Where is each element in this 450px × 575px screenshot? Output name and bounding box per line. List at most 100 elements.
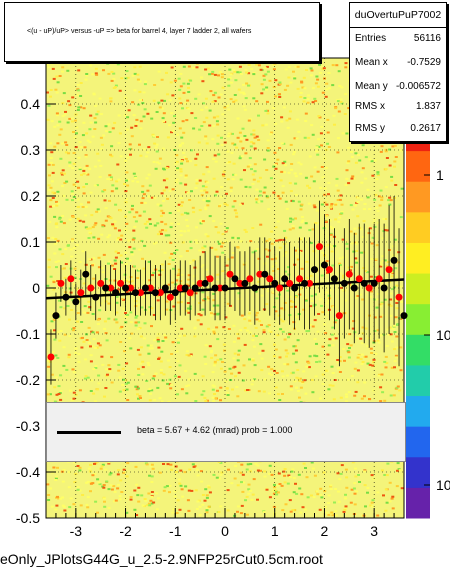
- black-data-point: [72, 298, 80, 306]
- black-data-point: [251, 284, 259, 292]
- black-data-point: [122, 284, 130, 292]
- color-palette: [406, 120, 430, 519]
- palette-band: [406, 334, 430, 366]
- black-data-point: [102, 284, 110, 292]
- black-data-point: [261, 270, 269, 278]
- black-data-point: [231, 275, 239, 283]
- red-data-point: [365, 284, 373, 292]
- stats-row: RMS y 0.2617: [355, 123, 441, 139]
- stats-value: 1.837: [415, 101, 441, 112]
- x-tick-label: -3: [70, 523, 83, 539]
- palette-band: [406, 181, 430, 213]
- y-tick-label: 0.4: [21, 96, 41, 112]
- palette-band: [406, 456, 430, 488]
- red-data-point: [276, 284, 284, 292]
- red-data-point: [107, 284, 115, 292]
- stats-key: RMS x: [355, 101, 385, 112]
- black-data-point: [82, 270, 90, 278]
- black-data-point: [301, 279, 309, 287]
- stats-key: Mean x: [355, 57, 388, 68]
- black-data-point: [400, 312, 408, 320]
- black-data-point: [141, 284, 149, 292]
- red-data-point: [306, 279, 314, 287]
- black-data-point: [191, 284, 199, 292]
- z-tick-label: 10: [436, 327, 450, 343]
- stats-value: 56116: [413, 33, 441, 44]
- file-name: eOnly_JPlotsG44G_u_2.5-2.9NFP25rCut0.5cm…: [0, 551, 323, 567]
- black-data-point: [161, 284, 169, 292]
- red-data-point: [186, 289, 194, 297]
- red-data-point: [216, 284, 224, 292]
- red-data-point: [315, 243, 323, 251]
- red-data-point: [117, 279, 125, 287]
- black-data-point: [350, 284, 358, 292]
- red-data-point: [97, 279, 105, 287]
- red-data-point: [127, 284, 135, 292]
- y-tick-label: -0.1: [16, 326, 40, 342]
- y-tick-label: 0: [32, 280, 40, 296]
- palette-band: [406, 487, 430, 519]
- y-tick-label: 0.2: [21, 188, 41, 204]
- red-data-point: [87, 284, 95, 292]
- stats-name: duOvertuPuP7002: [350, 3, 446, 28]
- y-tick-label: -0.3: [16, 418, 40, 434]
- x-tick-label: 0: [221, 523, 229, 539]
- red-data-point: [136, 289, 144, 297]
- red-data-point: [345, 270, 353, 278]
- red-data-point: [395, 293, 403, 301]
- red-data-point: [146, 284, 154, 292]
- palette-band: [406, 242, 430, 274]
- stats-box: duOvertuPuP7002 Entries 56116 Mean x -0.…: [349, 2, 447, 142]
- z-tick-label: 1: [436, 167, 444, 183]
- fit-legend-line: [57, 431, 121, 434]
- x-tick-label: 2: [321, 523, 329, 539]
- stats-value: 0.2617: [410, 123, 441, 134]
- black-data-point: [320, 261, 328, 269]
- black-data-point: [211, 284, 219, 292]
- fit-legend-label: beta = 5.67 + 4.62 (mrad) prob = 1.000: [137, 425, 293, 435]
- z-tick-label: 10: [436, 477, 450, 493]
- y-tick-label: -0.5: [16, 510, 40, 526]
- y-tick-label: -0.4: [16, 464, 40, 480]
- black-data-point: [281, 275, 289, 283]
- red-data-point: [57, 279, 65, 287]
- stats-key: Mean y: [355, 81, 388, 92]
- red-data-point: [77, 289, 85, 297]
- stats-row: RMS x 1.837: [355, 101, 441, 117]
- palette-band: [406, 303, 430, 335]
- black-data-point: [151, 289, 159, 297]
- black-data-point: [112, 289, 120, 297]
- black-data-point: [380, 284, 388, 292]
- red-data-point: [256, 270, 264, 278]
- palette-band: [406, 364, 430, 397]
- x-tick-label: -1: [169, 523, 182, 539]
- stats-value: -0.7529: [407, 57, 441, 68]
- red-data-point: [67, 275, 75, 283]
- black-data-point: [201, 279, 209, 287]
- palette-band: [406, 426, 430, 458]
- palette-band: [406, 150, 430, 182]
- axes: -3 -2 -1 0 1 2 3 -0.5 -0.4 -0.3 -0.2 -0.1 0 0.1 0.2 0.3…: [16, 96, 395, 539]
- red-data-point: [375, 275, 383, 283]
- chart-title: <(u - uP)/uP> versus -uP => beta for bar…: [27, 28, 252, 35]
- red-data-point: [196, 279, 204, 287]
- red-data-point: [355, 275, 363, 283]
- red-data-point: [266, 275, 274, 283]
- fit-legend: beta = 5.67 + 4.62 (mrad) prob = 1.000: [46, 402, 406, 462]
- red-data-point: [385, 266, 393, 274]
- stats-key: RMS y: [355, 123, 385, 134]
- x-tick-label: -2: [119, 523, 132, 539]
- x-tick-label: 1: [271, 523, 279, 539]
- red-data-point: [176, 284, 184, 292]
- black-data-point: [221, 284, 229, 292]
- red-data-point: [156, 289, 164, 297]
- black-data-point: [360, 279, 368, 287]
- black-data-point: [132, 289, 139, 297]
- black-data-point: [92, 293, 100, 301]
- red-data-point: [246, 275, 254, 283]
- stats-value: -0.006572: [395, 81, 441, 92]
- y-tick-label: -0.2: [16, 372, 40, 388]
- red-data-point: [226, 270, 234, 278]
- z-axis: 1 10 10: [424, 167, 450, 493]
- black-data-point: [241, 279, 249, 287]
